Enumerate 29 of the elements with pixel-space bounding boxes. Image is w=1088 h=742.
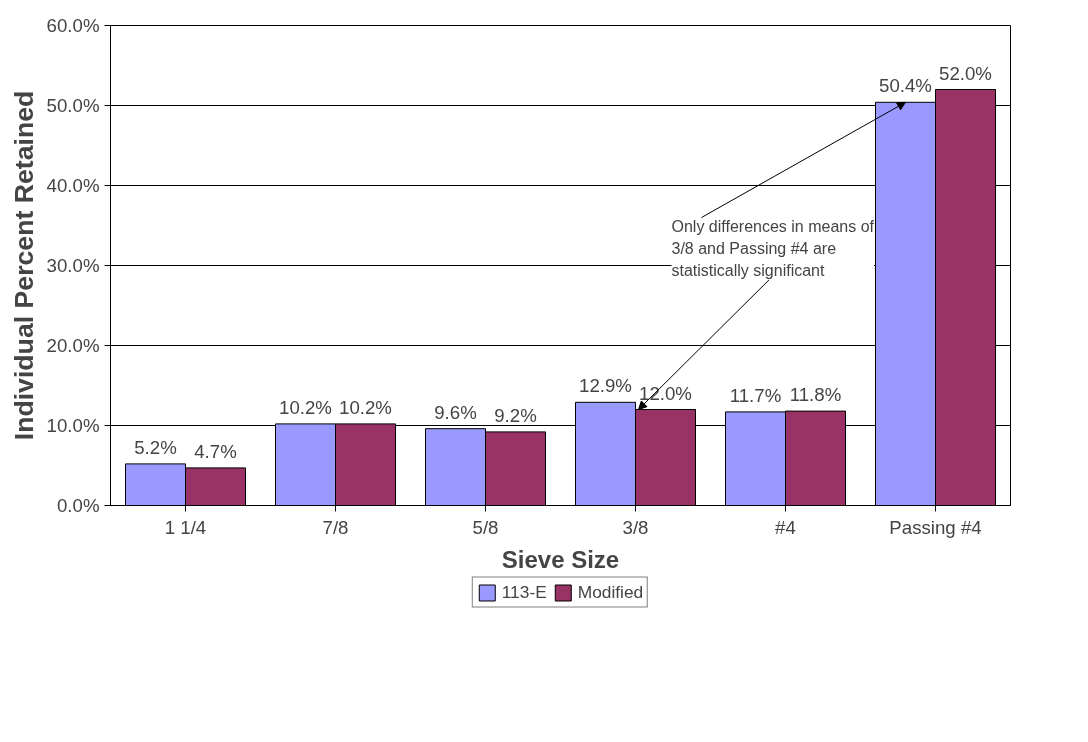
data-label: 10.2% — [279, 396, 332, 418]
y-tick-label: 30.0% — [46, 255, 100, 276]
x-tick-label: 1 1/4 — [164, 516, 207, 538]
y-tick-label: 0.0% — [56, 495, 100, 516]
y-axis-title: Individual Percent Retained — [8, 90, 39, 441]
data-label: 11.8% — [789, 384, 842, 406]
data-label: 5.2% — [134, 436, 177, 458]
data-label: 50.4% — [879, 75, 932, 97]
x-tick-label: 3/8 — [622, 516, 649, 538]
x-tick-label: Passing #4 — [889, 516, 982, 538]
x-tick-label: 5/8 — [472, 516, 499, 538]
y-tick-label: 60.0% — [46, 15, 100, 36]
y-tick-label: 20.0% — [46, 335, 100, 356]
x-tick-label: 7/8 — [322, 516, 349, 538]
y-tick-label: 40.0% — [46, 175, 100, 196]
x-tick-label: #4 — [775, 516, 796, 538]
x-axis-title: Sieve Size — [501, 545, 620, 573]
y-tick-label: 10.0% — [46, 415, 100, 436]
annotation: Only differences in means of 3/8 and Passing #4 are statistically significant — [671, 217, 875, 279]
y-tick-label: 50.0% — [46, 95, 100, 116]
data-label: 10.2% — [339, 396, 392, 418]
data-label: 12.9% — [579, 375, 632, 397]
data-label: 4.7% — [194, 440, 237, 462]
legend-label: Modified — [577, 581, 644, 603]
legend-label: 113-E — [501, 581, 547, 603]
data-label: 52.0% — [939, 62, 992, 84]
data-label: 11.7% — [729, 384, 782, 406]
data-label: 9.2% — [494, 404, 537, 426]
data-label: 9.6% — [434, 401, 477, 423]
